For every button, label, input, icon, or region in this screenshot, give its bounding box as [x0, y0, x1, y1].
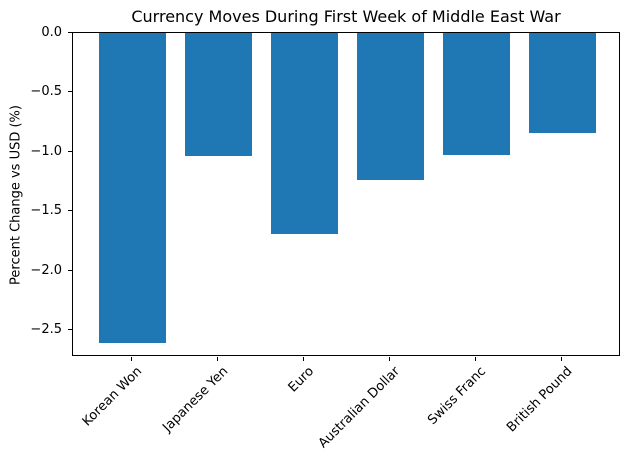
- y-tick-mark: [68, 329, 72, 331]
- y-tick-label: −2.0: [30, 262, 62, 278]
- y-tick-mark: [68, 31, 72, 33]
- x-tick-mark: [303, 357, 305, 361]
- y-tick-mark: [68, 269, 72, 271]
- bar-korean-won: [98, 33, 166, 343]
- y-tick-label: −1.5: [30, 203, 62, 219]
- x-tick-mark: [561, 357, 563, 361]
- y-tick-label: −0.5: [30, 84, 62, 100]
- bar-euro: [271, 33, 339, 235]
- x-tick-mark: [130, 357, 132, 361]
- bar-australian-dollar: [357, 33, 425, 180]
- plot-area: [72, 32, 620, 356]
- x-tick-mark: [389, 357, 391, 361]
- x-tick-mark: [217, 357, 218, 361]
- y-axis-label: Percent Change vs USD (%): [8, 105, 24, 285]
- y-tick-label: −1.0: [30, 143, 62, 159]
- y-tick-label: 0.0: [41, 24, 62, 40]
- y-tick-mark: [68, 150, 72, 152]
- bar-japanese-yen: [185, 33, 252, 156]
- x-tick-mark: [475, 357, 477, 361]
- bar-british-pound: [529, 33, 597, 134]
- y-tick-label: −2.5: [30, 322, 62, 338]
- y-tick-mark: [68, 210, 72, 212]
- y-tick-mark: [68, 91, 72, 93]
- bar-swiss-franc: [443, 33, 511, 155]
- chart-title: Currency Moves During First Week of Midd…: [131, 7, 561, 26]
